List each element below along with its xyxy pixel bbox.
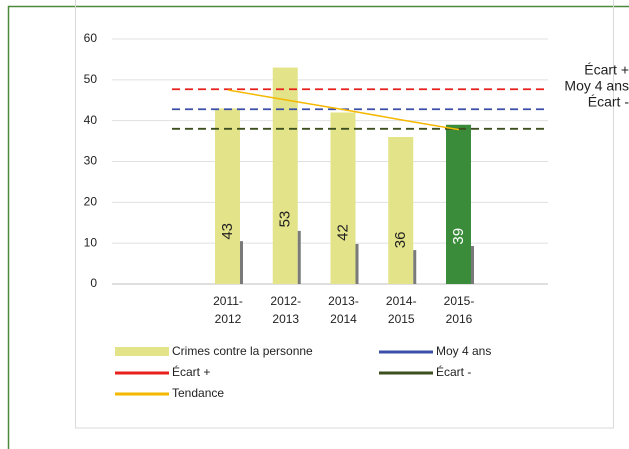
annotation: Écart -	[588, 94, 629, 110]
x-tick-label: 2014	[330, 312, 357, 326]
bar	[330, 112, 356, 284]
annotation: Écart +	[584, 62, 629, 78]
x-tick-label: 2016	[446, 312, 473, 326]
x-tick-label: 2015-	[444, 294, 475, 308]
trend-line	[227, 89, 460, 131]
data-label: 43	[219, 223, 236, 240]
data-label: 36	[392, 232, 409, 249]
bar	[413, 250, 417, 284]
y-tick-label: 40	[84, 113, 98, 127]
bar	[240, 241, 243, 284]
y-tick-label: 10	[84, 235, 98, 249]
annotation: Moy 4 ans	[564, 78, 629, 94]
y-tick-label: 20	[84, 195, 98, 209]
data-label: 39	[450, 228, 467, 245]
data-label: 42	[334, 224, 351, 241]
x-tick-label: 2014-	[386, 294, 417, 308]
y-tick-label: 30	[84, 154, 98, 168]
x-tick-label: 2012-	[270, 294, 301, 308]
bar	[446, 124, 471, 284]
x-tick-label: 2013	[272, 312, 299, 326]
bar	[355, 243, 359, 284]
bar	[215, 108, 240, 285]
x-tick-label: 2013-	[328, 294, 359, 308]
y-tick-label: 50	[84, 72, 98, 86]
x-tick-label: 2012	[215, 312, 242, 326]
x-tick-label: 2011-	[213, 294, 243, 308]
legend-label: Écart +	[172, 364, 210, 379]
legend-label: Moy 4 ans	[436, 344, 491, 358]
x-tick-label: 2015	[388, 312, 415, 326]
legend-label: Écart -	[436, 364, 471, 379]
legend-swatch	[115, 347, 169, 356]
bar	[388, 137, 414, 284]
legend-label: Tendance	[172, 386, 224, 400]
bar	[272, 67, 298, 284]
frame	[7, 5, 629, 449]
legend-label: Crimes contre la personne	[172, 344, 313, 358]
chart-box	[75, 0, 614, 429]
bar	[297, 230, 301, 284]
bar	[471, 246, 474, 284]
y-tick-label: 0	[90, 276, 97, 290]
data-label: 53	[277, 211, 294, 228]
y-tick-label: 60	[84, 31, 98, 45]
